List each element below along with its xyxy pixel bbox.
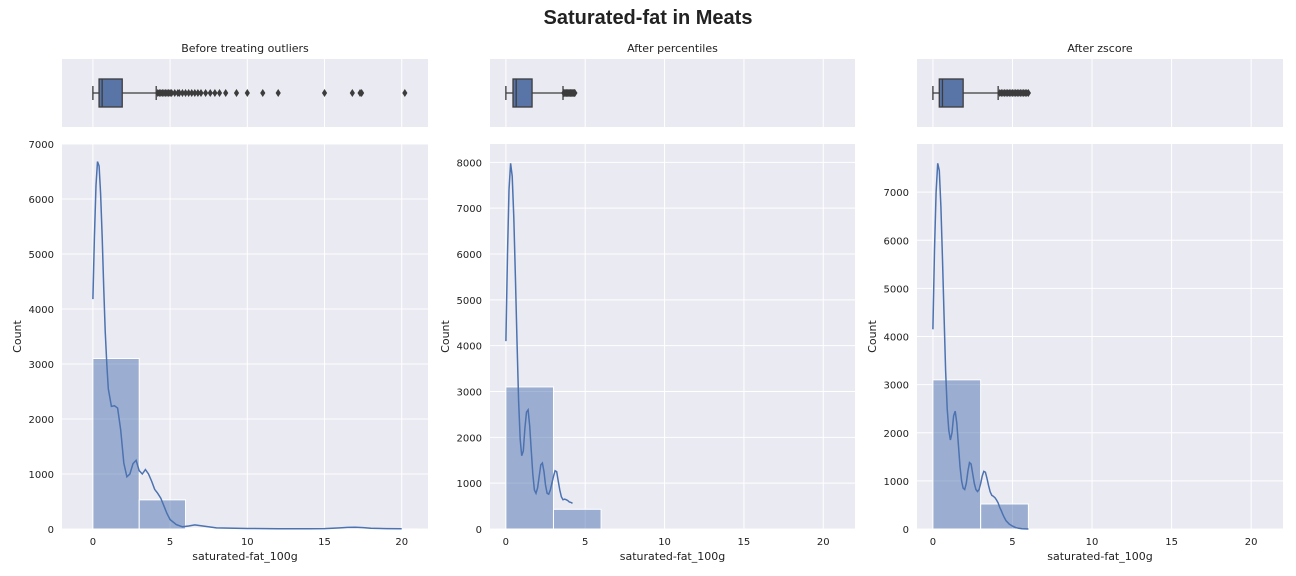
y-axis-label: Count <box>11 319 24 352</box>
y-axis-label: Count <box>866 319 879 352</box>
figure-title: Saturated-fat in Meats <box>543 7 753 29</box>
box-iqr <box>938 78 964 108</box>
y-tick-label: 3000 <box>457 388 482 399</box>
outlier-point <box>216 89 223 97</box>
outlier-point <box>275 89 281 97</box>
histogram-bar <box>505 386 554 530</box>
y-tick-label: 1000 <box>884 477 909 488</box>
x-tick-label: 15 <box>738 537 751 548</box>
x-tick-label: 0 <box>930 537 936 548</box>
x-tick-label: 0 <box>503 537 509 548</box>
kde-curve <box>505 163 573 504</box>
outlier-point <box>192 89 198 97</box>
x-tick-label: 5 <box>582 537 588 548</box>
kde-curve <box>92 161 402 530</box>
outlier-point <box>203 89 209 97</box>
x-tick-label: 10 <box>241 537 254 548</box>
y-tick-label: 1000 <box>457 479 482 490</box>
histogram-bar <box>552 508 602 530</box>
y-tick-label: 6000 <box>457 250 482 261</box>
y-tick-label: 7000 <box>884 188 909 199</box>
x-axis-label: saturated-fat_100g <box>192 550 297 563</box>
y-tick-label: 5000 <box>457 296 482 307</box>
y-tick-label: 6000 <box>884 236 909 247</box>
histogram-bar <box>932 379 982 530</box>
outlier-point <box>244 89 250 97</box>
x-tick-label: 15 <box>1165 537 1178 548</box>
y-tick-label: 0 <box>476 525 482 536</box>
outlier-point <box>223 89 229 97</box>
y-tick-label: 1000 <box>29 470 54 481</box>
y-tick-label: 5000 <box>29 250 54 261</box>
y-tick-label: 3000 <box>884 381 909 392</box>
boxplot-title: Before treating outliers <box>181 42 309 55</box>
outlier-point <box>349 89 355 97</box>
box-iqr <box>98 78 123 108</box>
outlier-point <box>260 89 266 97</box>
x-tick-label: 10 <box>658 537 671 548</box>
x-axis-label: saturated-fat_100g <box>620 550 725 563</box>
y-tick-label: 4000 <box>29 305 54 316</box>
box-iqr <box>512 78 533 108</box>
y-tick-label: 2000 <box>29 415 54 426</box>
outlier-point <box>207 89 213 97</box>
outlier-point <box>212 89 218 97</box>
y-tick-label: 5000 <box>884 284 909 295</box>
y-tick-label: 7000 <box>457 204 482 215</box>
histogram-bar <box>92 358 140 530</box>
outlier-point <box>179 89 186 97</box>
x-tick-label: 20 <box>1245 537 1258 548</box>
x-tick-label: 5 <box>1009 537 1015 548</box>
x-tick-label: 20 <box>395 537 408 548</box>
outlier-point <box>1025 89 1031 97</box>
y-tick-label: 0 <box>48 525 54 536</box>
x-tick-label: 15 <box>318 537 331 548</box>
outlier-point <box>233 89 240 97</box>
y-tick-label: 2000 <box>884 429 909 440</box>
y-axis-label: Count <box>439 319 452 352</box>
outlier-point <box>182 89 189 97</box>
outlier-point <box>572 89 578 97</box>
outlier-point <box>172 89 178 97</box>
y-tick-label: 7000 <box>29 140 54 151</box>
kde-curve <box>932 163 1029 530</box>
x-tick-label: 10 <box>1086 537 1099 548</box>
outlier-point <box>169 89 175 97</box>
y-tick-label: 2000 <box>457 433 482 444</box>
y-tick-label: 4000 <box>884 333 909 344</box>
y-tick-label: 4000 <box>457 342 482 353</box>
boxplot-title: After percentiles <box>627 42 718 55</box>
y-tick-label: 6000 <box>29 195 54 206</box>
outlier-point <box>358 89 365 97</box>
histogram-bar <box>138 499 187 530</box>
outlier-point <box>186 89 192 97</box>
x-tick-label: 5 <box>167 537 173 548</box>
y-tick-label: 8000 <box>457 158 482 169</box>
x-tick-label: 0 <box>90 537 96 548</box>
outlier-point <box>176 89 182 97</box>
outlier-point <box>402 89 408 97</box>
outlier-point <box>198 89 204 97</box>
boxplot-title: After zscore <box>1067 42 1132 55</box>
y-tick-label: 3000 <box>29 360 54 371</box>
x-tick-label: 20 <box>817 537 830 548</box>
outlier-point <box>321 89 328 97</box>
outlier-point <box>195 89 201 97</box>
x-axis-label: saturated-fat_100g <box>1047 550 1152 563</box>
y-tick-label: 0 <box>903 525 909 536</box>
outlier-point <box>189 89 195 97</box>
